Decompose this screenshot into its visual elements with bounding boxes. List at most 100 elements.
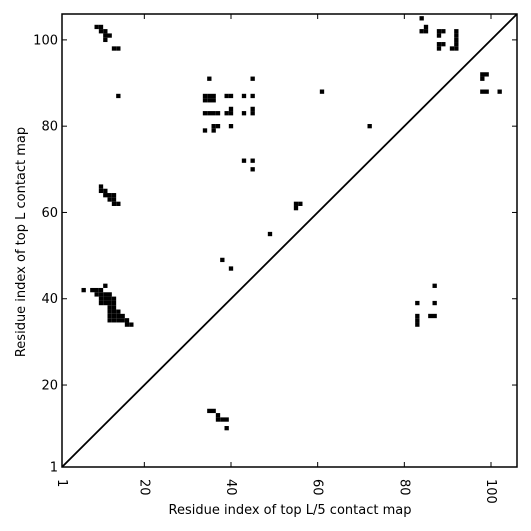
lower-contact-cell	[107, 309, 112, 314]
y-axis-ticks: 1 20 40 60 80 100	[33, 33, 517, 476]
lower-contact-cell	[111, 296, 117, 301]
y-tick-label: 1	[50, 461, 58, 476]
upper-contact-cell	[449, 46, 455, 51]
lower-contact-cell	[111, 300, 117, 306]
upper-contact-cell	[202, 93, 208, 99]
upper-contact-cell	[202, 98, 208, 103]
upper-contact-cell	[436, 42, 442, 47]
lower-contact-cell	[224, 426, 229, 431]
upper-contact-cell	[202, 111, 208, 116]
upper-contact-cell	[497, 89, 502, 94]
x-tick-label: 100	[483, 479, 498, 504]
lower-contact-cell	[94, 292, 99, 297]
lower-contact-cell	[224, 417, 229, 422]
y-tick-label: 100	[33, 33, 58, 48]
lower-contact-cell	[103, 188, 108, 194]
upper-contact-cell	[202, 128, 208, 133]
upper-contact-cell	[250, 76, 255, 81]
upper-contact-cell	[224, 111, 229, 116]
upper-contact-cell	[454, 46, 459, 51]
y-tick-label: 40	[41, 292, 58, 307]
lower-contact-cell	[215, 417, 221, 422]
upper-contact-cell	[211, 124, 216, 129]
lower-contact-cell	[107, 313, 112, 319]
lower-contact-cell	[90, 287, 95, 293]
y-tick-label: 20	[41, 379, 58, 394]
upper-contact-cell	[103, 37, 108, 43]
lower-contact-cell	[415, 318, 420, 323]
lower-contact-cell	[103, 283, 108, 288]
lower-contact-cell	[103, 193, 108, 198]
upper-contact-cell	[480, 89, 485, 94]
upper-contact-cell	[116, 46, 121, 51]
lower-contact-cell	[293, 205, 299, 211]
upper-contact-cell	[441, 42, 446, 47]
upper-contact-cell	[250, 111, 255, 116]
upper-contact-cell	[228, 111, 234, 116]
upper-contact-cell	[250, 167, 255, 172]
upper-contact-cell	[454, 37, 459, 43]
lower-contact-cell	[124, 322, 130, 327]
lower-contact-cell	[107, 318, 112, 323]
upper-contact-cell	[241, 93, 247, 99]
lower-contact-cell	[116, 318, 121, 323]
lower-contact-cell	[111, 201, 117, 206]
upper-contact-cell	[484, 89, 489, 94]
upper-contact-cell	[211, 111, 216, 116]
x-axis-title: Residue index of top L/5 contact map	[169, 503, 412, 518]
lower-contact-cell	[415, 322, 420, 327]
lower-contact-cell	[94, 287, 99, 293]
lower-contact-cell	[220, 417, 225, 422]
x-tick-label: 60	[310, 479, 325, 496]
upper-contact-cell	[211, 98, 216, 103]
upper-contact-cell	[423, 24, 429, 30]
upper-contact-cell	[207, 98, 212, 103]
diagonal-line	[61, 13, 518, 468]
lower-contact-cell	[111, 313, 117, 319]
upper-contact-cell	[224, 93, 229, 99]
upper-contact-cell	[98, 24, 104, 30]
lower-contact-cell	[116, 313, 121, 319]
upper-contact-cell	[423, 29, 429, 34]
lower-contact-cell	[107, 197, 112, 202]
plot-frame	[61, 13, 518, 468]
lower-contact-cell	[107, 193, 112, 198]
lower-contact-cell	[103, 292, 108, 297]
upper-contact-cell	[436, 33, 442, 38]
upper-contact-cell	[241, 111, 247, 116]
y-tick-label: 80	[41, 120, 58, 135]
lower-contact-cell	[120, 318, 125, 323]
upper-contact-cell	[250, 158, 255, 163]
upper-contact-cell	[250, 106, 255, 112]
lower-contact-cell	[207, 408, 212, 414]
upper-contact-cell	[94, 24, 99, 30]
lower-contact-cell	[111, 309, 117, 314]
lower-contact-cell	[120, 313, 125, 319]
x-axis-ticks: 1 20 40 60 80 100	[54, 14, 498, 504]
lower-contact-cell	[103, 300, 108, 306]
lower-contact-cell	[98, 188, 104, 194]
upper-contact-cell	[116, 93, 121, 99]
upper-contact-cell	[484, 72, 489, 77]
upper-contact-cell	[207, 111, 212, 116]
lower-contact-cell	[116, 309, 121, 314]
lower-contact-cell	[107, 305, 112, 310]
lower-contact-cell	[107, 300, 112, 306]
lower-contact-cell	[107, 292, 112, 297]
lower-contact-cell	[267, 231, 273, 237]
y-tick-label: 60	[41, 206, 58, 221]
lower-contact-cell	[432, 283, 437, 288]
upper-contact-cell	[436, 46, 442, 51]
lower-contact-cell	[111, 197, 117, 202]
upper-contact-cell	[228, 106, 234, 112]
upper-contact-cell	[215, 124, 221, 129]
lower-contact-cell	[215, 413, 221, 418]
lower-contact-cell	[298, 201, 303, 206]
upper-contact-cell	[441, 29, 446, 34]
upper-contact-cell	[103, 29, 108, 34]
upper-contact-cell	[241, 158, 247, 163]
lower-contact-cell	[129, 322, 134, 327]
upper-contact-cell	[419, 29, 424, 34]
x-tick-label: 80	[396, 479, 411, 496]
